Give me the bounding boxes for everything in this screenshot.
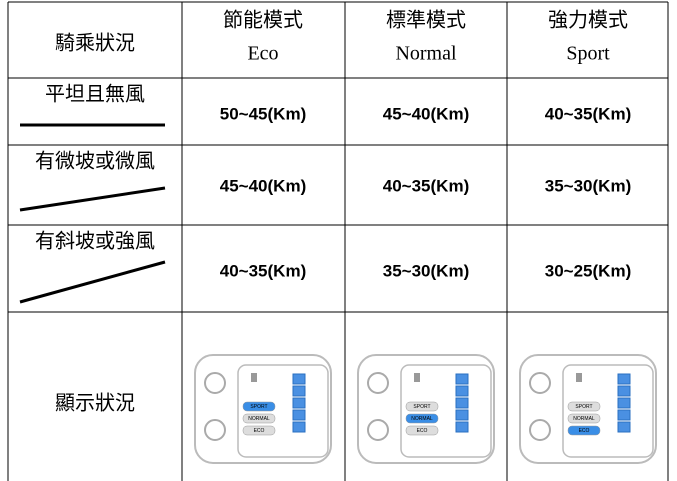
battery-bar <box>292 373 306 385</box>
display-icon: SPORT NORMAL ECO <box>194 354 332 464</box>
mode-en: Sport <box>566 43 610 65</box>
mode-pill <box>567 413 601 424</box>
range-value: 35~30(Km) <box>545 176 631 195</box>
mode-zh: 強力模式 <box>548 9 628 32</box>
row-condition: 有斜坡或強風 <box>35 230 155 253</box>
mode-pill-label: ECO <box>254 428 265 434</box>
slight-slope-line <box>19 186 166 212</box>
battery-bar <box>292 409 306 421</box>
indicator <box>576 373 582 382</box>
row-condition: 有微坡或微風 <box>35 150 155 173</box>
mode-pill <box>242 425 276 436</box>
mode-pill-label: NORMAL <box>573 416 595 422</box>
mode-pill-label: SPORT <box>413 404 430 410</box>
range-value: 40~35(Km) <box>383 176 469 195</box>
battery-bar <box>617 373 631 385</box>
range-value: 30~25(Km) <box>545 261 631 280</box>
mode-pill-label: NORMAL <box>248 416 270 422</box>
battery-bar <box>455 409 469 421</box>
mode-pill <box>405 425 439 436</box>
battery-bar <box>292 421 306 433</box>
range-value: 40~35(Km) <box>545 104 631 123</box>
mode-pill <box>567 401 601 412</box>
header-condition: 騎乘狀況 <box>55 32 135 55</box>
range-value: 40~35(Km) <box>220 261 306 280</box>
battery-bar <box>292 397 306 409</box>
device-button <box>367 372 389 394</box>
mode-pill <box>405 413 439 424</box>
battery-bar <box>455 397 469 409</box>
battery-bar <box>617 409 631 421</box>
table-grid <box>7 1 669 481</box>
mode-pill-label: NORMAL <box>411 416 433 422</box>
mode-pill <box>242 413 276 424</box>
indicator <box>414 373 420 382</box>
indicator <box>251 373 257 382</box>
range-value: 35~30(Km) <box>383 261 469 280</box>
device-button <box>529 419 551 441</box>
mode-pill <box>405 401 439 412</box>
mode-en: Eco <box>247 43 278 65</box>
battery-bar <box>292 385 306 397</box>
device-button <box>204 372 226 394</box>
mode-zh: 標準模式 <box>386 9 466 32</box>
mode-pill <box>242 401 276 412</box>
range-value: 45~40(Km) <box>383 104 469 123</box>
display-icon: SPORT NORMAL ECO <box>357 354 495 464</box>
range-value: 45~40(Km) <box>220 176 306 195</box>
display-icon: SPORT NORMAL ECO <box>519 354 657 464</box>
battery-bar <box>455 421 469 433</box>
range-value: 50~45(Km) <box>220 104 306 123</box>
battery-bar <box>455 385 469 397</box>
mode-zh: 節能模式 <box>223 9 303 32</box>
battery-bar <box>617 421 631 433</box>
display-label: 顯示狀況 <box>55 392 135 415</box>
device-button <box>367 419 389 441</box>
mode-pill-label: ECO <box>417 428 428 434</box>
mode-pill-label: SPORT <box>575 404 592 410</box>
mode-pill <box>567 425 601 436</box>
battery-bar <box>455 373 469 385</box>
mode-en: Normal <box>395 43 457 65</box>
device-button <box>529 372 551 394</box>
battery-bar <box>617 385 631 397</box>
device-button <box>204 419 226 441</box>
battery-bar <box>617 397 631 409</box>
mode-pill-label: ECO <box>579 428 590 434</box>
mode-pill-label: SPORT <box>250 404 267 410</box>
steep-slope-line <box>19 260 166 304</box>
row-condition: 平坦且無風 <box>45 83 145 106</box>
